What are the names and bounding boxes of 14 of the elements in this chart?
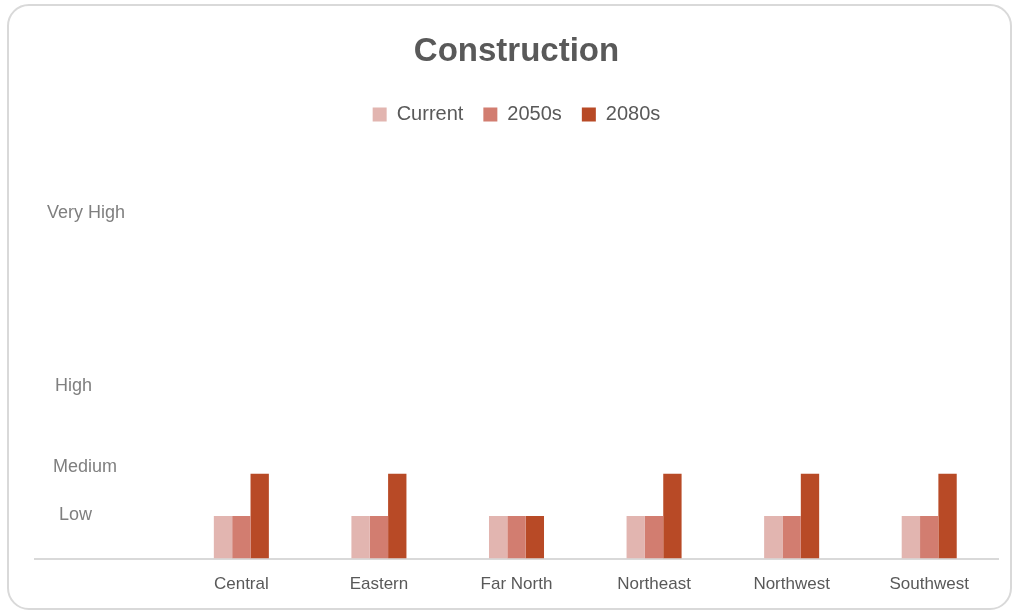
x-tick-label: Northwest [753, 574, 831, 594]
legend-label: 2080s [605, 102, 661, 125]
annotation: Medium [53, 455, 118, 476]
text: Very High [47, 201, 126, 222]
x-tick-label: Central [213, 574, 269, 594]
legend-label: 2050s [507, 102, 562, 125]
chart-title: Construction [413, 30, 620, 68]
x-tick-label: Southwest [889, 574, 970, 594]
text: High [55, 374, 93, 395]
x-tick-label: Eastern [349, 574, 409, 594]
x-tick-label: Northeast [617, 574, 692, 594]
annotation: Low [59, 503, 94, 524]
legend-label: Current [396, 102, 464, 125]
x-tick-label: Far North [480, 574, 553, 594]
